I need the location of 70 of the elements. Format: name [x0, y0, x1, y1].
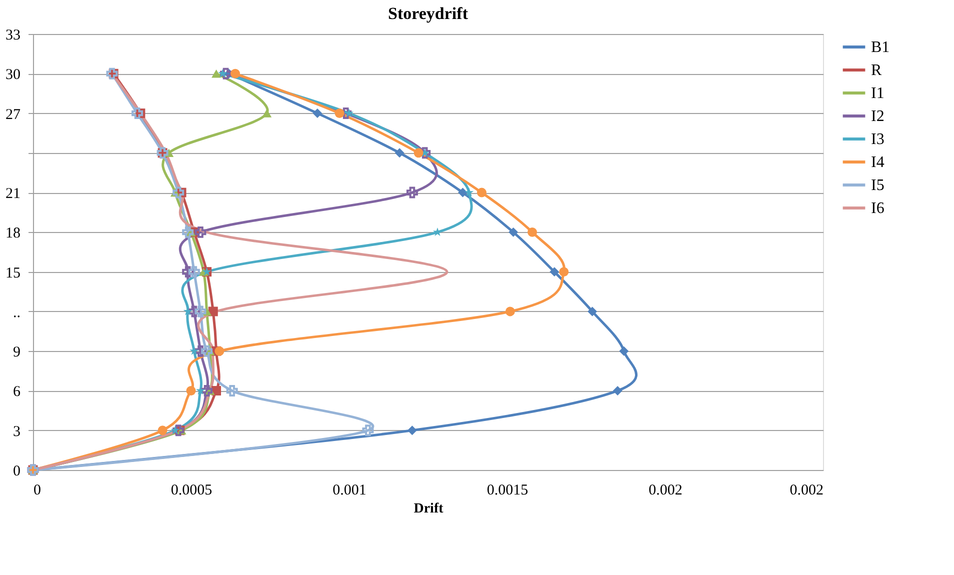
point: [344, 108, 354, 118]
point: [334, 108, 344, 118]
point: [212, 70, 222, 78]
point: [106, 68, 118, 80]
x-tick-label: 0.0005: [170, 482, 212, 498]
point: [505, 306, 515, 316]
y-tick-label: 33: [6, 28, 20, 44]
x-tick-label: 0.002: [790, 482, 824, 498]
x-tick-label: 0: [34, 482, 41, 498]
x-tick-label: 0.001: [332, 482, 366, 498]
point: [132, 108, 144, 120]
y-tick-label: 27: [6, 106, 21, 123]
point: [170, 426, 180, 434]
point: [262, 109, 272, 118]
x-tick-label: 0.002: [648, 482, 682, 498]
point: [214, 346, 224, 356]
point: [458, 188, 468, 198]
point: [312, 108, 322, 118]
chart-title: Storeydrift: [388, 4, 468, 23]
legend-label: I6: [871, 200, 884, 217]
point: [528, 227, 538, 237]
y-tick-label: 30: [6, 67, 20, 84]
point: [619, 346, 629, 356]
y-tick-label: 15: [6, 265, 20, 282]
point: [414, 148, 424, 158]
y-tick-label: 3: [13, 424, 20, 440]
point: [559, 267, 569, 277]
point: [158, 426, 168, 436]
y-tick-label: 9: [13, 344, 20, 361]
point: [194, 345, 206, 357]
point: [182, 266, 194, 278]
point: [550, 267, 560, 277]
point: [394, 148, 404, 158]
point: [226, 384, 238, 396]
point: [220, 68, 232, 80]
point: [194, 226, 206, 238]
point: [172, 186, 184, 198]
y-tick-label: 0: [13, 464, 20, 480]
legend-label: I4: [871, 154, 884, 171]
point: [230, 68, 240, 78]
point: [208, 306, 218, 316]
point: [218, 68, 228, 78]
y-tick-label: ..: [13, 304, 20, 321]
y-tick-label: 21: [6, 186, 20, 202]
legend-label: I5: [871, 177, 884, 194]
point: [406, 186, 418, 198]
x-axis-title: Drift: [414, 502, 444, 516]
legend-label: B1: [871, 39, 890, 56]
legend-label: I2: [871, 108, 884, 125]
point: [182, 226, 194, 238]
point: [186, 386, 196, 396]
legend-label: R: [871, 62, 882, 79]
point: [201, 384, 213, 396]
y-tick-label: 6: [13, 384, 21, 400]
point: [464, 188, 474, 196]
point: [508, 227, 518, 237]
point: [194, 306, 206, 318]
point: [188, 266, 200, 278]
point: [588, 306, 598, 316]
x-tick-label: 0.0015: [486, 482, 528, 498]
y-tick-label: 18: [6, 226, 20, 242]
point: [188, 306, 200, 318]
point: [612, 386, 622, 396]
legend-label: I3: [871, 131, 884, 148]
point: [362, 424, 374, 436]
point: [407, 426, 417, 436]
point: [476, 188, 486, 198]
legend-label: I1: [871, 85, 884, 102]
point: [172, 424, 184, 436]
point: [201, 345, 213, 357]
